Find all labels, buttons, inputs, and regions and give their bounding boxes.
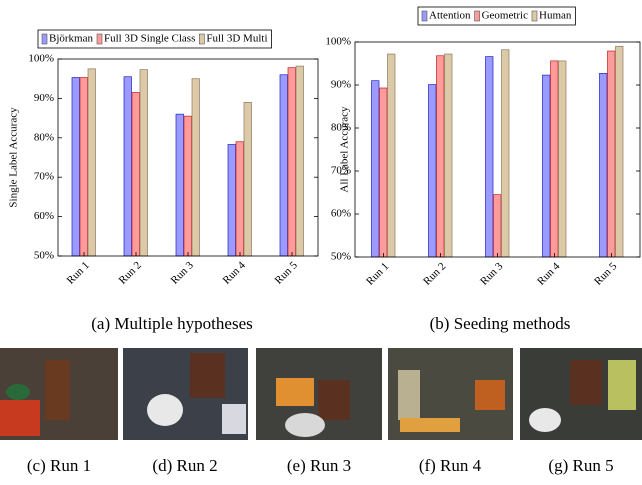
bar [288, 68, 296, 256]
figure: 50% 60% 70% 80% 90% 100% Run 1 Run 2 Run 3 Run 4 R… [0, 0, 642, 485]
x-tick-label: Run 5 [592, 260, 620, 288]
photo-object [475, 380, 505, 410]
photo-object [608, 360, 636, 410]
legend-label: Geometric [482, 10, 529, 22]
y-tick-label: 80% [34, 131, 54, 143]
photo-object [6, 384, 30, 400]
bar [184, 116, 192, 256]
caption: (f) Run 4 [419, 456, 482, 475]
bar [124, 77, 132, 256]
legend-swatch [97, 34, 102, 44]
y-tick-label: 60% [331, 208, 351, 220]
legend-label: Attention [429, 10, 471, 22]
photo-object [318, 380, 350, 420]
bar [445, 54, 453, 257]
bar [429, 85, 437, 257]
photo-object [0, 400, 40, 436]
bar [296, 66, 304, 256]
bar [502, 50, 510, 257]
bar [244, 102, 252, 256]
photos [0, 348, 642, 440]
photo-object [400, 418, 460, 432]
bar [437, 56, 445, 257]
bar [72, 78, 80, 256]
photo-object [276, 378, 314, 406]
y-tick-label: 60% [34, 210, 54, 222]
photo-object [147, 394, 183, 426]
legend-label: Full 3D Single Class [104, 33, 195, 45]
y-tick-label: 100% [325, 36, 351, 48]
x-tick-label: Run 5 [273, 259, 301, 287]
legend-swatch [42, 34, 47, 44]
bar [608, 51, 616, 257]
bar [132, 92, 140, 256]
bar [559, 61, 567, 257]
y-tick-label: 100% [28, 53, 54, 65]
bar [280, 75, 288, 256]
bar [388, 54, 396, 257]
caption: (c) Run 1 [27, 456, 91, 475]
y-tick-label: 90% [34, 92, 54, 104]
caption: (a) Multiple hypotheses [91, 314, 252, 333]
y-tick-label: 50% [34, 250, 54, 262]
y-axis-label: All Label Accuracy [339, 106, 351, 193]
photo-object [398, 370, 420, 420]
legend: Björkman Full 3D Single Class Full 3D Mult… [38, 30, 272, 48]
photo-object [222, 404, 246, 434]
bar [600, 73, 608, 257]
photo-object [570, 360, 602, 405]
bar [192, 79, 200, 256]
bar [543, 75, 551, 257]
y-tick-label: 90% [331, 79, 351, 91]
legend-swatch [532, 11, 537, 21]
legend: Attention Geometric Human [418, 7, 575, 25]
y-tick-label: 70% [34, 171, 54, 183]
caption: (g) Run 5 [548, 456, 613, 475]
legend-swatch [475, 11, 480, 21]
bar [616, 46, 624, 257]
y-tick-label: 50% [331, 251, 351, 263]
bar [486, 57, 494, 257]
x-tick-label: Run 4 [221, 259, 249, 287]
photo-object [190, 353, 225, 398]
bar [176, 114, 184, 256]
x-tick-label: Run 2 [421, 260, 448, 287]
y-axis-label: Single Label Accuracy [8, 107, 20, 208]
x-tick-label: Run 3 [478, 260, 506, 288]
legend-swatch [199, 34, 204, 44]
legend-label: Björkman [49, 33, 93, 45]
x-tick-label: Run 3 [169, 259, 197, 287]
bar [228, 144, 236, 256]
x-tick-label: Run 1 [65, 259, 92, 286]
legend-label: Human [539, 10, 572, 22]
photo-object [529, 408, 561, 432]
photo-object [45, 360, 70, 420]
bar [88, 69, 96, 256]
legend-label: Full 3D Multi [206, 33, 267, 45]
caption: (b) Seeding methods [430, 314, 571, 333]
bar [380, 88, 388, 257]
legend-swatch [422, 11, 427, 21]
x-tick-label: Run 2 [117, 259, 144, 286]
photo-object [285, 413, 325, 437]
bar [372, 81, 380, 257]
x-tick-label: Run 1 [364, 260, 391, 287]
caption: (d) Run 2 [152, 456, 217, 475]
bar [80, 78, 88, 256]
bar [551, 61, 559, 257]
bar [494, 195, 502, 257]
bar [236, 142, 244, 256]
bar [140, 70, 148, 256]
caption: (e) Run 3 [287, 456, 351, 475]
x-tick-label: Run 4 [535, 260, 563, 288]
